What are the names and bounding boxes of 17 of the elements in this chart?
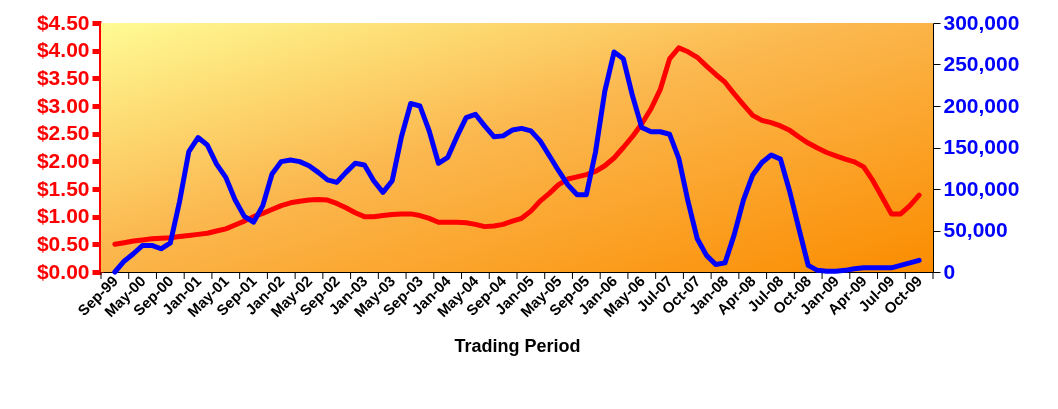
y-tick-label: $1.00 — [36, 204, 90, 228]
y2-tick-label: 300,000 — [943, 10, 1020, 34]
y-tick-label: $3.00 — [36, 93, 90, 117]
y2-tick-label: 250,000 — [943, 52, 1020, 75]
y-tick-label: $4.00 — [36, 38, 90, 62]
y2-tick-label: 150,000 — [943, 135, 1020, 158]
y-tick-label: $0.50 — [36, 231, 90, 255]
y-tick-label: $2.00 — [36, 148, 90, 172]
y2-tick-label: 200,000 — [943, 93, 1020, 117]
x-axis-title: Trading Period — [454, 336, 581, 357]
y2-tick-label: 50,000 — [943, 218, 1008, 241]
y2-tick-label: 0 — [943, 259, 956, 283]
y-tick-label: $4.50 — [36, 10, 90, 34]
y2-tick-label: 100,000 — [943, 176, 1020, 200]
y-tick-label: $3.50 — [36, 65, 90, 89]
y-tick-label: $1.50 — [36, 176, 90, 200]
y-tick-label: $2.50 — [36, 121, 90, 145]
